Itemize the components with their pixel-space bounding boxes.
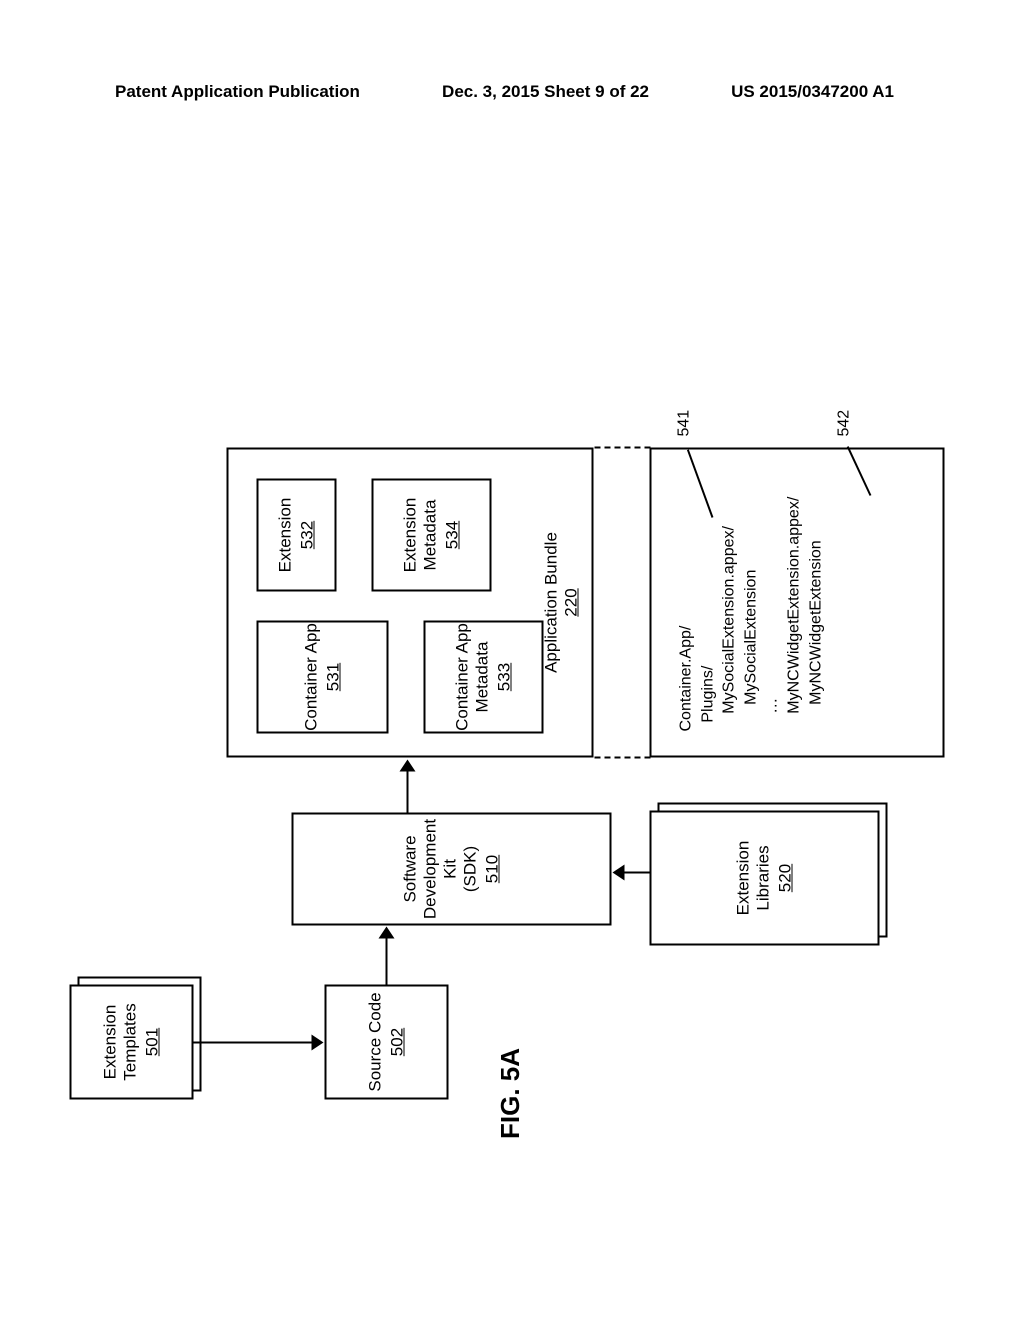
- ext-templates-label: Extension Templates: [101, 1003, 141, 1080]
- arrow-templates-to-source-head: [312, 1035, 324, 1051]
- detail-box: Container.App/ Plugins/ MySocialExtensio…: [650, 448, 945, 758]
- ref-542: 542: [836, 410, 854, 437]
- arrow-lib-to-sdk-head: [613, 865, 625, 881]
- detail-line-1: Plugins/: [697, 666, 719, 732]
- header-left: Patent Application Publication: [115, 82, 360, 102]
- source-code-box: Source Code 502: [325, 985, 449, 1100]
- ext-lib-box: Extension Libraries 520: [650, 811, 880, 946]
- page-header: Patent Application Publication Dec. 3, 2…: [0, 82, 1024, 102]
- arrow-source-to-sdk-head: [379, 927, 395, 939]
- detail-line-3: MySocialExtension: [740, 570, 762, 732]
- arrow-sdk-to-bundle: [407, 771, 409, 813]
- extension-label: Extension: [276, 498, 296, 573]
- container-app-meta-label: Container App Metadata: [453, 623, 493, 731]
- dashed-left: [595, 757, 651, 759]
- diagram: Extension Templates 501 Source Code 502 …: [62, 267, 972, 1024]
- app-bundle-ref: 220: [562, 588, 581, 616]
- detail-line-0: Container.App/: [676, 626, 698, 732]
- extension-box: Extension 532: [257, 479, 337, 592]
- ref-541: 541: [676, 410, 694, 437]
- sdk-ref: 510: [483, 855, 503, 883]
- container-app-meta-box: Container App Metadata 533: [424, 621, 544, 734]
- ext-templates-box: Extension Templates 501: [70, 985, 194, 1100]
- figure-caption: FIG. 5A: [495, 1048, 526, 1139]
- ext-lib-ref: 520: [776, 864, 796, 892]
- arrow-lib-to-sdk: [625, 872, 650, 874]
- app-bundle-label-wrap: Application Bundle 220: [542, 450, 582, 756]
- container-app-box: Container App 531: [257, 621, 389, 734]
- header-center: Dec. 3, 2015 Sheet 9 of 22: [442, 82, 649, 102]
- arrow-templates-to-source: [194, 1042, 312, 1044]
- sdk-box: Software Development Kit (SDK) 510: [292, 813, 612, 926]
- arrow-source-to-sdk: [386, 938, 388, 985]
- source-code-label: Source Code: [366, 992, 386, 1091]
- container-app-meta-ref: 533: [495, 663, 515, 691]
- source-code-ref: 502: [388, 1028, 408, 1056]
- detail-line-2: MySocialExtension.appex/: [719, 526, 741, 731]
- detail-line-6: MyNCWidgetExtension: [805, 540, 827, 731]
- extension-ref: 532: [298, 521, 318, 549]
- detail-line-4: …: [762, 698, 784, 732]
- dashed-right: [595, 447, 651, 449]
- detail-line-5: MyNCWidgetExtension.appex/: [783, 497, 805, 732]
- ext-lib-label: Extension Libraries: [734, 813, 774, 944]
- app-bundle-label: Application Bundle: [542, 532, 561, 673]
- ext-templates-ref: 501: [143, 1028, 163, 1056]
- extension-meta-box: Extension Metadata 534: [372, 479, 492, 592]
- container-app-label: Container App: [302, 623, 322, 731]
- header-right: US 2015/0347200 A1: [731, 82, 894, 102]
- container-app-ref: 531: [324, 663, 344, 691]
- sdk-label: Software Development Kit (SDK): [401, 815, 481, 924]
- arrow-sdk-to-bundle-head: [400, 760, 416, 772]
- extension-meta-label: Extension Metadata: [401, 498, 441, 573]
- extension-meta-ref: 534: [443, 521, 463, 549]
